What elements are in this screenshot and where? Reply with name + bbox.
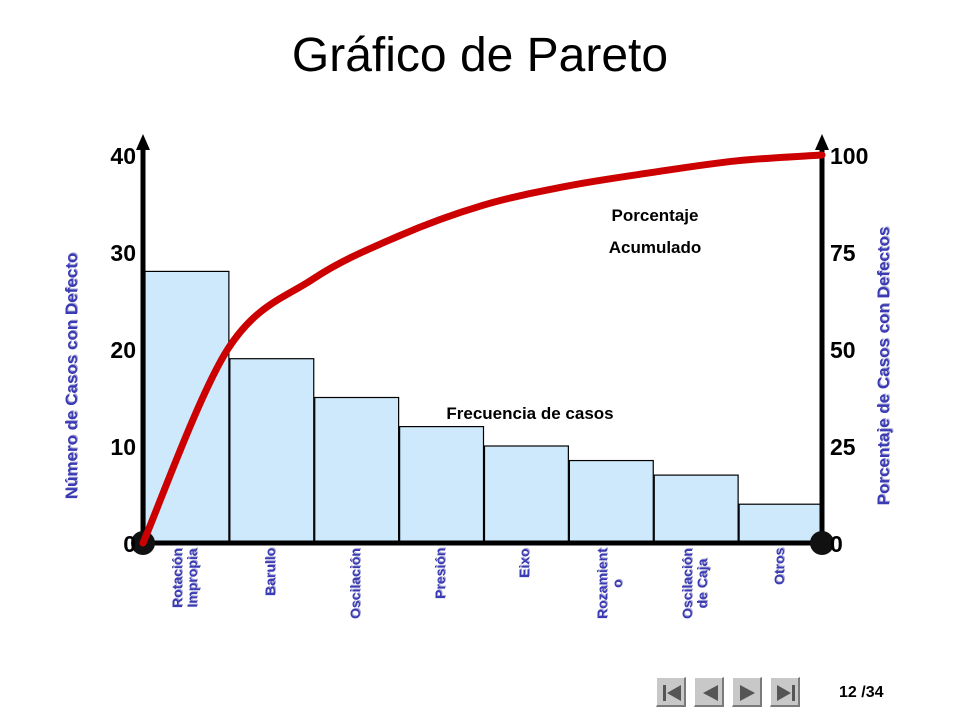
category-label-line: Rozamient (593, 548, 610, 619)
first-page-icon (663, 685, 681, 701)
bar (314, 396, 400, 544)
category-label-line: o (608, 579, 625, 588)
category-label-line: Barullo (261, 547, 278, 596)
category-label-line: de Caja (693, 558, 710, 609)
page-counter: 12 /34 (839, 684, 884, 701)
cumulative-annotation-line1: Porcentaje (611, 206, 699, 225)
right-tick-label: 50 (830, 337, 856, 363)
next-page-icon (740, 685, 755, 701)
left-tick-label: 20 (110, 337, 136, 363)
previous-page-icon (703, 685, 718, 701)
bar (568, 459, 654, 544)
bar (229, 358, 315, 544)
left-axis-arrow (136, 134, 150, 150)
right-axis-arrow (815, 134, 829, 150)
category-label-line: Oscilación (346, 548, 363, 619)
bar (738, 503, 824, 544)
last-page-button[interactable] (770, 677, 800, 707)
bar (399, 426, 485, 544)
right-tick-label: 0 (830, 531, 843, 557)
category-label: Rozamient o (593, 548, 625, 619)
right-axis-label: Porcentaje de Casos con Defectos (874, 226, 893, 506)
category-label-line: Oscilación (678, 548, 695, 619)
category-label: Barullo (261, 547, 278, 596)
category-label: Rotación Impropia (169, 548, 201, 608)
category-label: Otros (771, 547, 788, 585)
left-tick-label: 10 (110, 434, 136, 460)
next-page-button[interactable] (732, 677, 762, 707)
category-label-line: Presión (431, 547, 448, 599)
bar (483, 445, 569, 544)
category-label: Oscilación de Caja (678, 548, 710, 619)
category-label-line: Impropia (184, 548, 201, 608)
cumulative-annotation: Porcentaje Acumulado (570, 200, 740, 264)
bar (653, 474, 739, 544)
category-label-line: Eixo (516, 548, 533, 578)
origin-dot-right (810, 531, 834, 555)
category-label-line: Otros (771, 547, 788, 585)
previous-page-button[interactable] (694, 677, 724, 707)
frequency-annotation: Frecuencia de casos (446, 404, 614, 423)
category-label: Presión (431, 547, 448, 599)
right-tick-label: 100 (830, 143, 868, 169)
first-page-button[interactable] (656, 677, 686, 707)
right-tick-label: 75 (830, 240, 856, 266)
left-tick-label: 30 (110, 240, 136, 266)
chart-title: Gráfico de Pareto (291, 29, 669, 82)
category-label: Oscilación (346, 548, 363, 619)
right-tick-label: 25 (830, 434, 856, 460)
left-axis-label: Número de Casos con Defecto (62, 252, 81, 500)
last-page-icon (777, 685, 795, 701)
cumulative-percentage-line (139, 151, 826, 547)
left-tick-label: 0 (123, 531, 136, 557)
left-tick-label: 40 (110, 143, 136, 169)
cumulative-annotation-line2: Acumulado (608, 238, 702, 257)
category-label: Eixo (516, 548, 533, 578)
